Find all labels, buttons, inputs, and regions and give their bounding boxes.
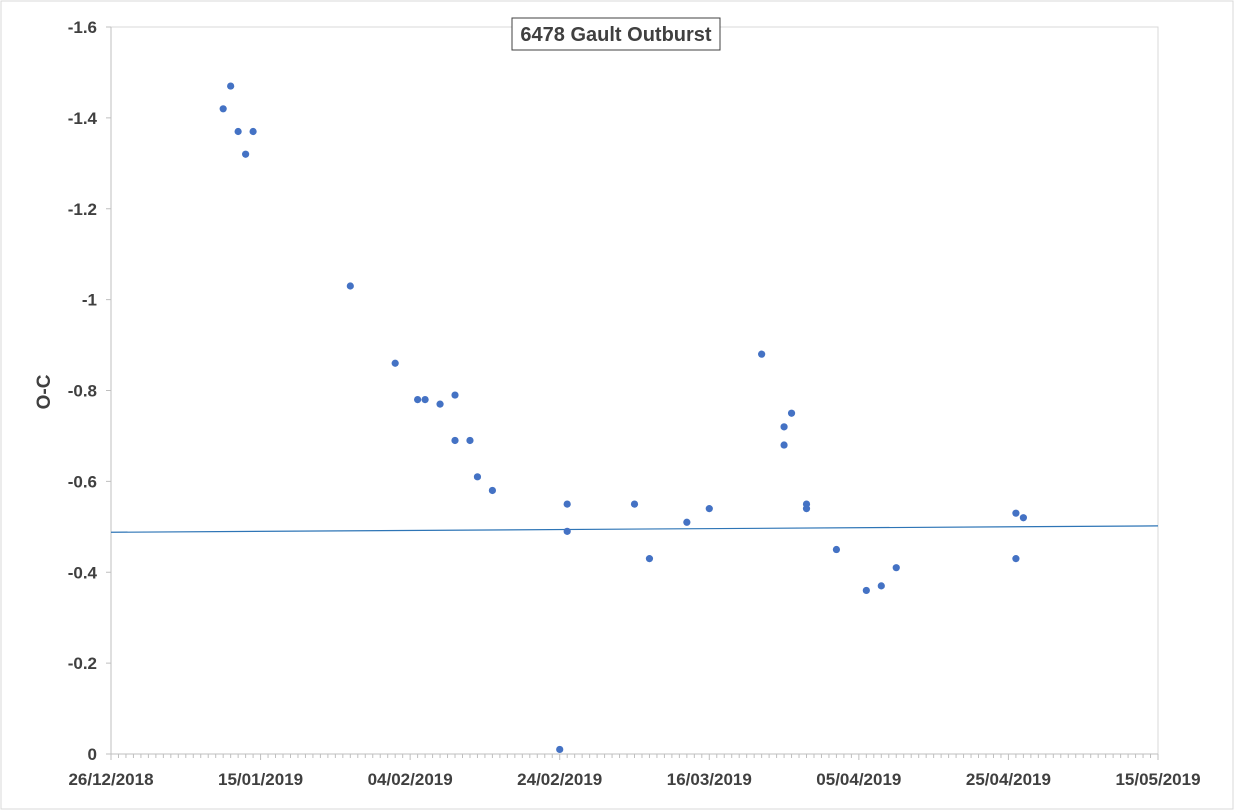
x-tick-label: 25/04/2019 (966, 770, 1051, 789)
data-point (346, 282, 354, 290)
data-point (705, 505, 713, 513)
data-point (630, 500, 639, 508)
y-tick-label: -0.2 (68, 654, 97, 673)
data-point (414, 395, 422, 404)
data-point (758, 350, 766, 358)
data-point (780, 423, 788, 431)
x-tick-label: 15/01/2019 (218, 770, 303, 789)
data-point (436, 400, 444, 408)
x-tick-label: 26/12/2018 (68, 770, 153, 789)
y-tick-label: 0 (88, 745, 97, 764)
data-point (556, 745, 564, 754)
y-tick-label: -1 (82, 291, 97, 310)
y-axis-title: O-C (34, 374, 55, 409)
chart-title: 6478 Gault Outburst (511, 17, 721, 51)
data-point (473, 473, 482, 481)
data-point (488, 486, 497, 495)
data-point (451, 391, 459, 399)
data-point (219, 105, 227, 113)
x-tick-label: 24/02/2019 (517, 770, 602, 789)
data-point (563, 500, 571, 508)
data-point (780, 441, 788, 449)
data-point (832, 545, 841, 554)
data-point (249, 127, 257, 136)
data-point (1012, 509, 1020, 517)
trendline (110, 525, 1159, 533)
y-tick-label: -0.6 (68, 472, 97, 491)
data-point (391, 359, 399, 367)
data-point (645, 555, 654, 563)
chart-title-text: 6478 Gault Outburst (520, 24, 711, 46)
data-point (802, 505, 811, 513)
y-axis: 0 -0.2 -0.4 -0.6 -0.8 -1 -1.2 -1.4 -1.6 (68, 18, 112, 764)
data-point (1012, 555, 1020, 563)
data-point (421, 395, 429, 404)
x-axis: 26/12/2018 15/01/2019 04/02/2019 24/02/2019… (68, 753, 1201, 789)
chart-title-box (511, 17, 721, 51)
data-point (787, 409, 796, 417)
trendline-group (110, 525, 1159, 533)
data-point (563, 527, 571, 535)
data-point (242, 150, 250, 158)
y-tick-label: -1.2 (68, 200, 97, 219)
y-tick-label: -0.8 (68, 382, 97, 401)
y-tick-label: -0.4 (68, 563, 98, 582)
data-point (1019, 514, 1027, 522)
x-tick-label: 05/04/2019 (816, 770, 901, 789)
data-point (466, 436, 474, 445)
data-point (862, 586, 870, 595)
x-tick-label: 16/03/2019 (667, 770, 752, 789)
data-point (877, 582, 885, 590)
data-point (234, 127, 242, 136)
y-tick-label: -1.6 (68, 18, 97, 37)
data-point (227, 82, 235, 90)
data-point (892, 564, 900, 572)
x-tick-label: 04/02/2019 (368, 770, 453, 789)
y-tick-label: -1.4 (68, 109, 98, 128)
x-tick-label: 15/05/2019 (1115, 770, 1200, 789)
data-point (451, 436, 459, 445)
data-points (219, 82, 1027, 754)
data-point (683, 518, 691, 526)
